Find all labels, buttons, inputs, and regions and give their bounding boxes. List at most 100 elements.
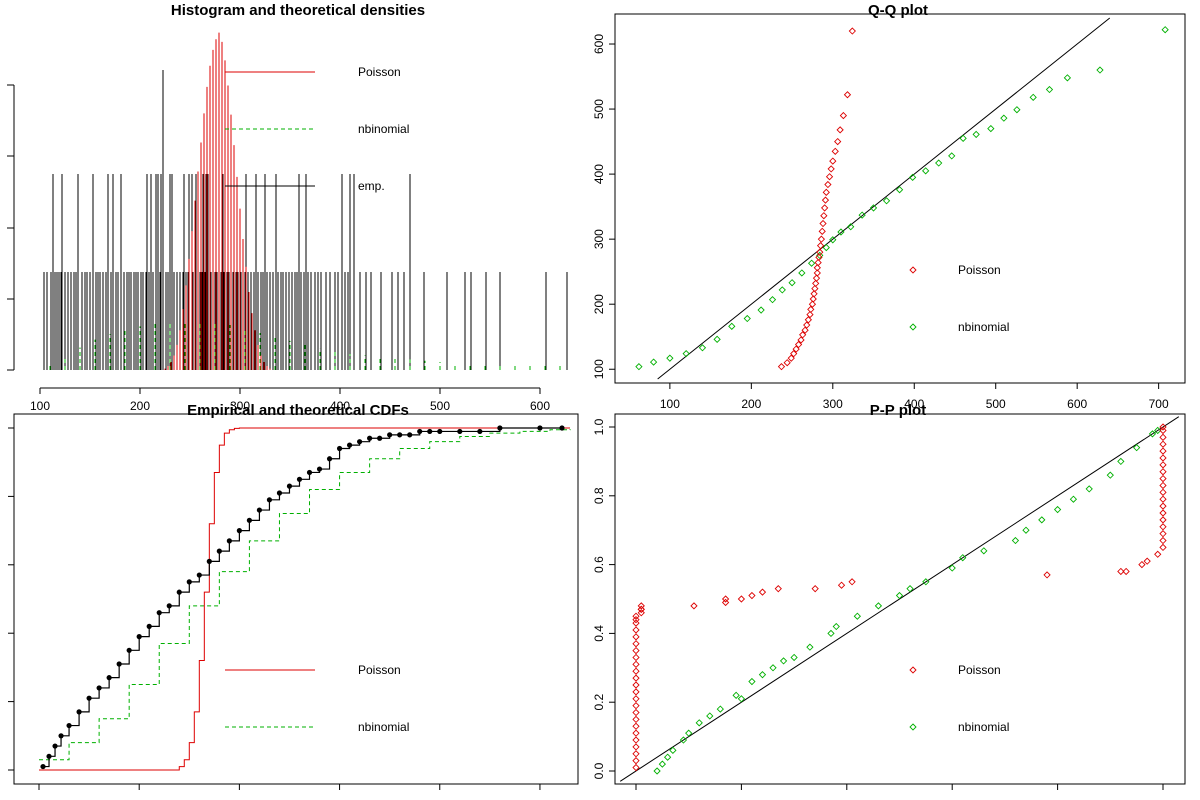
empirical-cdf-point xyxy=(427,428,433,435)
pp-y-tick-label-4: 0.8 xyxy=(592,487,606,504)
qq-nbinomial-point xyxy=(698,344,707,352)
pp-nbinomial-point xyxy=(779,657,788,665)
pp-poisson-point xyxy=(1159,536,1167,545)
cdf-frame xyxy=(13,413,579,785)
empirical-cdf-point xyxy=(146,623,152,629)
qq-poisson-point xyxy=(794,340,803,349)
empirical-cdf-point xyxy=(316,466,323,472)
empirical-cdf-point xyxy=(256,507,263,513)
qq-poisson-point xyxy=(777,363,786,371)
pp-poisson-point xyxy=(837,581,846,589)
empirical-cdf-point xyxy=(40,763,46,770)
pp-poisson-point xyxy=(632,729,640,737)
qq-nbinomial-point xyxy=(882,197,891,205)
pp-nbinomial-point xyxy=(1011,536,1020,545)
pp-poisson-point xyxy=(1159,488,1167,496)
empirical-cdf-point xyxy=(336,445,343,452)
qq-poisson-point xyxy=(843,91,852,99)
qq-poisson-point xyxy=(814,258,822,267)
pp-poisson-point xyxy=(632,660,640,668)
pp-nbinomial-legend-label: nbinomial xyxy=(958,720,1009,734)
pp-nbinomial-point xyxy=(653,767,661,775)
pp-nbinomial-point xyxy=(832,622,840,631)
pp-nbinomial-point xyxy=(737,695,746,703)
pp-poisson-point xyxy=(1159,468,1167,476)
pp-y-tick-label-5: 1.0 xyxy=(592,418,606,435)
cdf-nbinomial-legend-label: nbinomial xyxy=(358,720,409,734)
qq-poisson-point xyxy=(818,227,826,235)
histogram-title: Histogram and theoretical densities xyxy=(171,2,425,19)
pp-nbinomial-point xyxy=(906,585,914,593)
qq-nbinomial-point xyxy=(713,335,721,343)
qq-poisson-point xyxy=(827,165,835,173)
qq-poisson-point xyxy=(834,137,842,146)
empirical-cdf-point xyxy=(166,603,172,609)
qq-nbinomial-point xyxy=(948,152,956,160)
qq-nbinomial-point xyxy=(728,322,736,330)
pp-poisson-point xyxy=(632,708,640,717)
empirical-cdf-point xyxy=(206,558,212,564)
qq-nbinomial-legend-label: nbinomial xyxy=(958,320,1009,334)
pp-nbinomial-point xyxy=(1022,526,1030,534)
pp-nbinomial-point xyxy=(758,671,767,679)
qq-nbinomial-point xyxy=(743,314,751,323)
hist-x-tick-label-5: 600 xyxy=(530,399,550,413)
pp-poisson-point xyxy=(1159,461,1167,469)
empirical-cdf-point xyxy=(559,425,565,431)
pp-nbinomial-point xyxy=(732,691,740,699)
cdf-panel: Poisson nbinomial xyxy=(8,413,579,790)
qq-nbinomial-point xyxy=(778,286,786,294)
pp-nbinomial-point xyxy=(695,719,703,727)
pp-poisson-legend-marker xyxy=(909,666,917,674)
pp-poisson-point xyxy=(1143,557,1151,565)
pp-poisson-point xyxy=(1159,502,1167,510)
pp-nbinomial-point xyxy=(827,629,835,638)
empirical-cdf-point xyxy=(357,439,363,445)
qq-poisson-point xyxy=(812,274,821,282)
qq-nbinomial-point xyxy=(987,124,995,133)
qq-poisson-point xyxy=(813,269,821,277)
qq-poisson-point xyxy=(799,331,807,339)
empirical-cdf-point xyxy=(497,425,503,431)
hist-x-tick-label-3: 400 xyxy=(330,399,350,413)
pp-nbinomial-point xyxy=(1117,457,1125,466)
qq-poisson-point xyxy=(808,300,817,308)
nbinomial-cdf-line xyxy=(39,429,571,761)
qq-poisson-legend-marker xyxy=(909,266,917,274)
pp-poisson-point xyxy=(1159,481,1167,490)
hist-x-tick-label-2: 300 xyxy=(230,399,250,413)
qq-nbinomial-point xyxy=(649,358,658,366)
qq-poisson-point xyxy=(839,111,848,120)
empirical-cdf-point xyxy=(106,675,112,681)
qq-nbinomial-point xyxy=(1029,93,1037,101)
pp-nbinomial-point xyxy=(1106,471,1114,479)
pp-nbinomial-point xyxy=(895,591,904,600)
pp-nbinomial-point xyxy=(663,753,672,761)
empirical-cdf-point xyxy=(246,517,253,523)
qq-nbinomial-point xyxy=(816,251,824,260)
qq-poisson-point xyxy=(806,310,814,319)
hist-x-tick-label-0: 100 xyxy=(30,399,50,413)
qq-reference-line xyxy=(657,17,1111,380)
pp-poisson-point xyxy=(1159,426,1167,435)
pp-poisson-point xyxy=(1159,530,1167,538)
empirical-cdf-point xyxy=(417,428,423,435)
empirical-cdf-point xyxy=(397,432,403,438)
qq-plot-title: Q-Q plot xyxy=(868,2,928,19)
empirical-cdf-point xyxy=(367,435,373,441)
empirical-cdf-point xyxy=(96,685,102,691)
qq-nbinomial-point xyxy=(757,306,765,314)
qq-nbinomial-point xyxy=(1096,66,1104,74)
qq-nbinomial-point xyxy=(1063,74,1072,82)
qq-poisson-point xyxy=(804,316,812,324)
qq-x-tick-label-3: 400 xyxy=(904,397,924,411)
empirical-cdf-point xyxy=(156,610,162,616)
hist-nbinomial-legend-label: nbinomial xyxy=(358,122,409,136)
qq-poisson-point xyxy=(831,147,839,155)
empirical-cdf-point xyxy=(377,435,383,441)
qq-poisson-point xyxy=(807,305,815,314)
pp-poisson-point xyxy=(632,626,640,634)
pp-poisson-point xyxy=(1159,474,1167,483)
empirical-cdf-point xyxy=(176,589,182,595)
cdf-poisson-legend-label: Poisson xyxy=(358,663,401,677)
